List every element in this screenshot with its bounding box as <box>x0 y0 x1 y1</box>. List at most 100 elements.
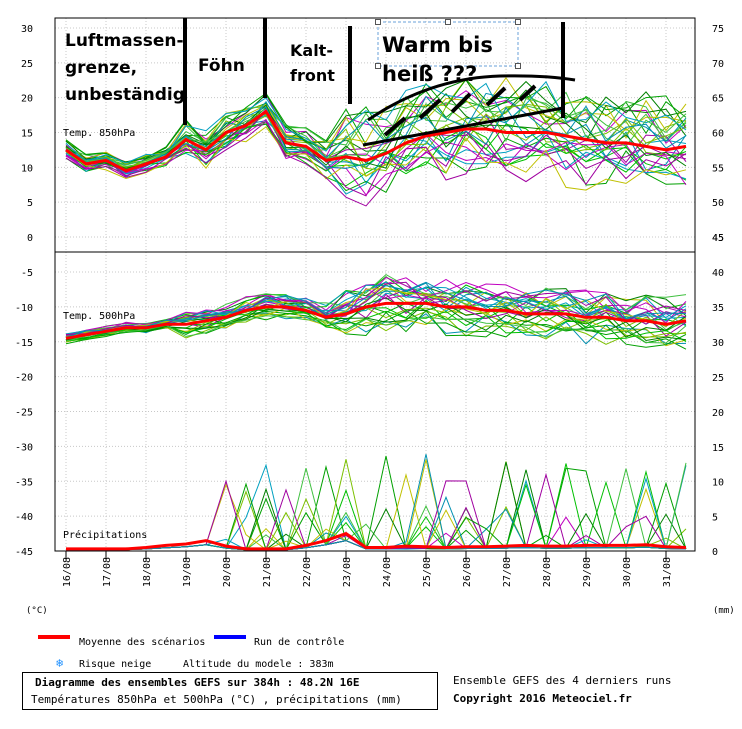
date-label: 24/08 <box>382 557 393 587</box>
diagram-title-box: Diagramme des ensembles GEFS sur 384h : … <box>22 672 438 710</box>
annotation-zone4-line2: heiß ??? <box>382 62 478 86</box>
tick-label-right-upper: 65 <box>712 94 724 105</box>
tick-label-precip: 0 <box>712 547 718 558</box>
label-precip: Précipitations <box>63 529 147 541</box>
selection-handle <box>515 19 521 25</box>
selection-handle <box>445 19 451 25</box>
tick-label-right-upper: 55 <box>712 163 724 174</box>
annotation-lower-stroke <box>362 106 564 147</box>
runs-info: Ensemble GEFS des 4 derniers runs <box>453 674 672 687</box>
tick-label-500: -5 <box>21 268 33 279</box>
annotation-zone1-line1: Luftmassen- <box>65 31 184 51</box>
selection-handle <box>515 63 521 69</box>
tick-label-850: 10 <box>21 163 33 174</box>
diagram-title: Diagramme des ensembles GEFS sur 384h : … <box>35 676 360 689</box>
tick-label-right-upper: 50 <box>712 198 724 209</box>
tick-label-850: 5 <box>27 198 33 209</box>
unit-mm: (mm) <box>713 606 735 616</box>
tick-label-500: -40 <box>15 512 33 523</box>
ensemble-line-precip <box>66 472 687 551</box>
annotation-zone4-line1: Warm bis <box>382 33 493 57</box>
ensemble-line-precip <box>66 476 687 551</box>
tick-label-right-upper: 45 <box>712 233 724 244</box>
date-label: 26/08 <box>462 557 473 587</box>
ensemble-line-precip <box>66 472 687 551</box>
tick-label-500: -20 <box>15 373 33 384</box>
diagram-subtitle: Températures 850hPa et 500hPa (°C) , pré… <box>31 693 402 706</box>
date-label: 18/08 <box>142 557 153 587</box>
annotation-zone3-line2: front <box>290 66 335 85</box>
tick-label-500: -10 <box>15 303 33 314</box>
legend-mean-label: Moyenne des scénarios <box>79 636 205 648</box>
annotation-hatch <box>450 92 472 114</box>
annotation-foehn: Föhn <box>198 56 245 76</box>
annotation-luftmassengrenze: Luftmassen- grenze, unbeständig <box>65 28 185 109</box>
tick-label-right-mid: 40 <box>712 268 724 279</box>
tick-label-precip: 20 <box>712 408 724 419</box>
tick-label-500: -25 <box>15 408 33 419</box>
date-label: 30/08 <box>622 557 633 587</box>
ensemble-line-850 <box>65 79 687 163</box>
date-label: 31/08 <box>662 557 673 587</box>
date-label: 29/08 <box>582 557 593 587</box>
date-label: 22/08 <box>302 557 313 587</box>
annotation-kaltfront: Kalt- front <box>290 38 335 88</box>
tick-label-precip: 10 <box>712 478 724 489</box>
unit-celsius: (°C) <box>26 606 48 616</box>
annotation-zone3-line1: Kalt- <box>290 41 333 60</box>
annotation-upper-stroke <box>367 74 576 122</box>
tick-label-500: -35 <box>15 477 33 488</box>
tick-label-right-mid: 35 <box>712 303 724 314</box>
ensemble-line-500 <box>65 287 687 339</box>
ensemble-line-precip <box>66 455 687 551</box>
tick-label-precip: 5 <box>712 512 718 523</box>
annotation-warm: Warm bis heiß ??? <box>382 31 493 89</box>
tick-label-right-upper: 60 <box>712 129 724 140</box>
date-label: 19/08 <box>182 557 193 587</box>
date-label: 16/08 <box>62 557 73 587</box>
snowflake-icon: ❄ <box>56 656 63 670</box>
tick-label-850: 25 <box>21 59 33 70</box>
annotation-zone1-line2: grenze, <box>65 58 138 78</box>
ensemble-line-500 <box>65 297 687 341</box>
ensemble-line-500 <box>65 281 687 335</box>
tick-label-850: 0 <box>27 233 33 244</box>
annotation-hatch <box>518 84 537 102</box>
date-label: 23/08 <box>342 557 353 587</box>
mean-line-precip <box>66 531 687 551</box>
ensemble-line-850 <box>65 77 687 165</box>
annotation-hatch <box>418 98 442 120</box>
mean-line-850 <box>65 109 687 173</box>
ensemble-line-850 <box>65 78 687 164</box>
tick-label-right-mid: 45 <box>712 233 724 244</box>
label-temp-500: Temp. 500hPa <box>63 311 135 322</box>
annotation-hatch <box>383 116 407 137</box>
tick-label-precip: 15 <box>712 443 724 454</box>
label-temp-850: Temp. 850hPa <box>63 128 135 139</box>
ensemble-line-850 <box>65 118 687 196</box>
annotation-zone1-line3: unbeständig <box>65 85 185 105</box>
date-label: 17/08 <box>102 557 113 587</box>
tick-label-500: -30 <box>15 442 33 453</box>
date-label: 27/08 <box>502 557 513 587</box>
ensemble-line-850 <box>65 126 687 191</box>
selection-handle <box>375 19 381 25</box>
mean-lines <box>65 109 687 551</box>
date-label: 25/08 <box>422 557 433 587</box>
ensemble-members <box>65 77 687 551</box>
tick-label-right-upper: 70 <box>712 59 724 70</box>
tick-label-850: 20 <box>21 94 33 105</box>
date-label: 28/08 <box>542 557 553 587</box>
annotation-hatch <box>485 86 507 107</box>
tick-label-500: -45 <box>15 547 33 558</box>
ensemble-line-500 <box>65 281 687 338</box>
ensemble-line-850 <box>65 104 687 169</box>
tick-label-right-upper: 75 <box>712 24 724 35</box>
tick-label-right-mid: 25 <box>712 373 724 384</box>
plot-frame <box>54 17 696 552</box>
ensemble-line-500 <box>65 281 687 335</box>
selection-handle <box>375 63 381 69</box>
copyright: Copyright 2016 Meteociel.fr <box>453 692 632 705</box>
